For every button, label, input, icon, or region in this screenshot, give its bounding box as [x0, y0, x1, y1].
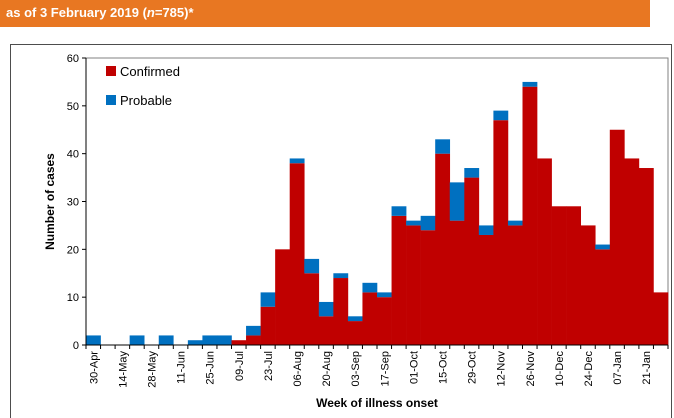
bar-probable	[187, 340, 203, 345]
y-tick-label: 10	[67, 292, 79, 304]
bar-confirmed	[231, 340, 247, 345]
bar-confirmed	[507, 225, 523, 345]
bar-confirmed	[551, 206, 567, 345]
y-axis-title: Number of cases	[43, 153, 57, 250]
bar-probable	[406, 220, 421, 226]
bar-probable	[347, 316, 363, 322]
bar-confirmed	[478, 234, 494, 345]
bar-confirmed	[624, 158, 640, 345]
bar-confirmed	[609, 129, 625, 345]
legend-swatch	[106, 66, 116, 76]
bar-probable	[362, 282, 378, 293]
bar-confirmed	[377, 297, 392, 345]
legend-label: Probable	[120, 93, 172, 108]
bar-probable	[507, 220, 523, 226]
bar-confirmed	[420, 230, 436, 345]
x-tick-label: 06-Aug	[292, 351, 304, 386]
x-tick-label: 12-Nov	[496, 351, 508, 387]
bar-confirmed	[333, 278, 349, 345]
bar-probable	[246, 325, 261, 336]
bar-probable	[493, 110, 509, 121]
x-tick-label: 03-Sep	[350, 351, 362, 386]
bar-probable	[216, 335, 232, 345]
bar-probable	[420, 215, 436, 231]
x-tick-label: 01-Oct	[408, 351, 420, 384]
x-tick-label: 29-Oct	[467, 351, 479, 384]
x-tick-label: 28-May	[146, 351, 158, 388]
legend-label: Confirmed	[120, 64, 180, 79]
bar-confirmed	[580, 225, 596, 345]
bar-probable	[478, 225, 494, 235]
x-tick-label: 10-Dec	[554, 351, 566, 387]
x-tick-label: 11-Jun	[176, 351, 188, 384]
title-n: n	[146, 5, 155, 20]
bar-probable	[333, 273, 349, 279]
x-tick-label: 14-May	[117, 351, 129, 388]
bar-confirmed	[362, 292, 378, 345]
x-tick-label: 15-Oct	[437, 351, 449, 384]
bar-confirmed	[289, 163, 305, 345]
chart-frame	[10, 44, 672, 418]
title-suffix: =785)*	[154, 5, 194, 20]
bar-probable	[318, 301, 334, 317]
bar-confirmed	[464, 177, 480, 345]
bar-confirmed	[595, 249, 611, 345]
chart-title: as of 3 February 2019 (n=785)*	[6, 5, 194, 20]
bar-confirmed	[275, 249, 290, 345]
bar-confirmed	[435, 153, 451, 345]
bar-confirmed	[260, 306, 276, 345]
y-tick-label: 20	[67, 244, 79, 256]
y-tick-label: 40	[67, 149, 79, 161]
bar-probable	[260, 292, 276, 307]
bar-confirmed	[318, 316, 334, 345]
x-tick-label: 07-Jan	[612, 351, 624, 385]
x-tick-label: 09-Jul	[234, 351, 246, 381]
y-tick-label: 60	[67, 53, 79, 65]
x-tick-label: 21-Jan	[641, 351, 653, 385]
bar-confirmed	[449, 220, 465, 345]
x-tick-label: 20-Aug	[321, 351, 333, 386]
x-tick-label: 25-Jun	[205, 351, 217, 385]
x-tick-label: 30-Apr	[88, 351, 100, 384]
bar-probable	[304, 258, 320, 274]
bar-confirmed	[638, 168, 654, 345]
x-tick-label: 23-Jul	[263, 351, 275, 381]
x-tick-label: 24-Dec	[583, 351, 595, 387]
bar-probable	[377, 292, 392, 298]
bar-probable	[595, 244, 611, 250]
bar-confirmed	[653, 292, 669, 345]
bar-probable	[435, 139, 451, 154]
bar-confirmed	[246, 335, 261, 345]
bar-confirmed	[391, 215, 407, 345]
bar-probable	[464, 168, 480, 178]
y-tick-label: 30	[67, 197, 79, 209]
bar-confirmed	[347, 321, 363, 345]
bar-probable	[289, 158, 305, 164]
bar-probable	[86, 335, 101, 345]
bar-probable	[129, 335, 145, 345]
bar-probable	[391, 206, 407, 216]
x-axis-title: Week of illness onset	[316, 396, 438, 410]
header-banner: as of 3 February 2019 (n=785)*	[0, 0, 650, 27]
bar-confirmed	[304, 273, 320, 345]
bar-confirmed	[493, 120, 509, 345]
x-tick-label: 17-Sep	[379, 351, 391, 386]
bar-confirmed	[566, 206, 581, 345]
bar-probable	[158, 335, 174, 345]
y-tick-label: 0	[73, 340, 79, 352]
x-tick-label: 26-Nov	[525, 351, 537, 387]
bar-confirmed	[522, 86, 538, 345]
legend-swatch	[106, 95, 116, 105]
bar-probable	[449, 182, 465, 221]
bar-confirmed	[406, 225, 421, 345]
bar-confirmed	[537, 158, 552, 345]
title-prefix: as of 3 February 2019 (	[6, 5, 147, 20]
bar-probable	[202, 335, 218, 345]
y-tick-label: 50	[67, 101, 79, 113]
bar-probable	[522, 81, 538, 87]
